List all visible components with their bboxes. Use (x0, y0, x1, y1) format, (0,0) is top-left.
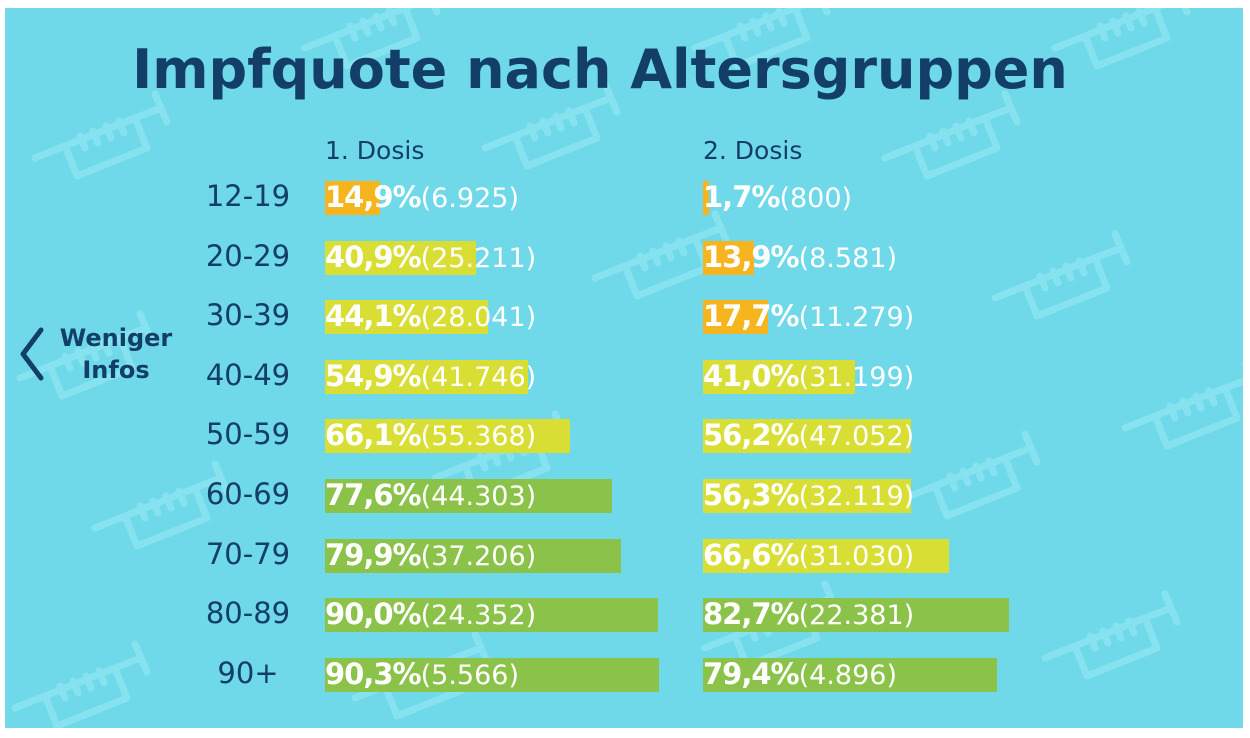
age-group-label: 30-39 (205, 298, 291, 333)
age-group-label: 12-19 (205, 179, 291, 213)
count-label: (28.041) (420, 302, 537, 334)
value-label-dose-1: 14,9%(6.925) (325, 180, 519, 214)
percent-label: 54,9% (325, 358, 422, 393)
value-label-dose-1: 44,1%(28.041) (325, 299, 536, 333)
bar-dose-1 (325, 657, 660, 692)
bar-dose-2 (703, 598, 1009, 633)
count-label: (41.746) (420, 361, 537, 393)
value-label-dose-1: 90,0%(24.352) (325, 597, 536, 631)
percent-label: 77,6% (325, 478, 422, 512)
value-label-dose-1: 77,6%(44.303) (325, 478, 536, 512)
bar-dose-1 (325, 300, 489, 335)
count-label: (5.566) (420, 659, 519, 691)
bar-dose-2 (703, 300, 769, 335)
percent-label: 90,3% (325, 656, 422, 691)
column-header-dose-2: 2. Dosis (703, 136, 803, 165)
percent-label: 79,9% (325, 537, 422, 572)
percent-label: 17,7% (703, 299, 800, 334)
age-group-label: 40-49 (205, 357, 291, 392)
percent-label: 44,1% (325, 299, 422, 334)
chevron-left-icon (20, 327, 44, 381)
less-info-label: Weniger Infos (51, 322, 181, 386)
column-header-dose-1: 1. Dosis (325, 136, 425, 165)
percent-label: 40,9% (325, 239, 422, 274)
age-group-label: 50-59 (205, 417, 291, 452)
count-label: (44.303) (420, 481, 537, 512)
value-label-dose-2: 66,6%(31.030) (703, 538, 914, 572)
bar-dose-1 (325, 419, 570, 454)
bar-dose-2 (703, 419, 911, 454)
value-label-dose-2: 56,2%(47.052) (703, 418, 914, 452)
percent-label: 13,9% (703, 239, 800, 274)
percent-label: 56,3% (703, 478, 800, 512)
less-info-button[interactable]: Weniger Infos (13, 318, 183, 388)
count-label: (47.052) (798, 421, 915, 453)
bar-dose-1 (325, 359, 529, 394)
age-group-label: 90+ (217, 655, 279, 690)
value-label-dose-2: 41,0%(31.199) (703, 359, 914, 393)
percent-label: 90,0% (325, 597, 422, 632)
percent-label: 66,6% (703, 537, 800, 572)
bar-dose-2 (703, 538, 950, 573)
value-label-dose-2: 1,7%(800) (703, 180, 852, 214)
value-label-dose-1: 40,9%(25.211) (325, 240, 536, 274)
value-label-dose-1: 90,3%(5.566) (325, 657, 519, 691)
age-group-label: 60-69 (205, 477, 291, 511)
bar-dose-1 (325, 538, 621, 573)
bar-dose-2 (703, 479, 912, 513)
count-label: (31.030) (798, 540, 915, 572)
count-label: (24.352) (420, 600, 537, 632)
count-label: (4.896) (798, 659, 897, 691)
value-label-dose-2: 79,4%(4.896) (703, 657, 897, 691)
count-label: (37.206) (420, 540, 537, 572)
bar-dose-1 (325, 240, 477, 275)
percent-label: 41,0% (703, 358, 800, 393)
value-label-dose-1: 66,1%(55.368) (325, 418, 536, 452)
chart-title: Impfquote nach Altersgruppen (132, 38, 1068, 101)
age-group-label: 80-89 (205, 596, 291, 631)
percent-label: 79,4% (703, 656, 800, 691)
percent-label: 66,1% (325, 418, 422, 453)
value-label-dose-2: 17,7%(11.279) (703, 299, 914, 333)
count-label: (11.279) (798, 302, 915, 334)
count-label: (32.119) (798, 481, 915, 512)
count-label: (31.199) (798, 361, 915, 393)
age-group-label: 70-79 (205, 536, 291, 571)
count-label: (25.211) (420, 242, 537, 274)
bar-dose-2 (703, 657, 997, 692)
percent-label: 14,9% (325, 180, 422, 214)
count-label: (6.925) (420, 183, 519, 214)
bar-dose-2 (703, 181, 710, 215)
chart-panel: Impfquote nach Altersgruppen 1. Dosis 2.… (5, 8, 1243, 728)
bar-dose-1 (325, 479, 613, 513)
value-label-dose-2: 82,7%(22.381) (703, 597, 914, 631)
less-info-label-line1: Weniger (59, 324, 173, 352)
bar-dose-1 (325, 181, 381, 215)
percent-label: 56,2% (703, 418, 800, 453)
bar-dose-1 (325, 598, 658, 633)
count-label: (8.581) (798, 242, 897, 274)
count-label: (22.381) (798, 600, 915, 632)
age-group-label: 20-29 (205, 238, 291, 273)
value-label-dose-2: 13,9%(8.581) (703, 240, 897, 274)
value-label-dose-1: 54,9%(41.746) (325, 359, 536, 393)
value-label-dose-1: 79,9%(37.206) (325, 538, 536, 572)
less-info-label-line2: Infos (82, 356, 150, 384)
percent-label: 1,7% (703, 180, 780, 214)
count-label: (55.368) (420, 421, 537, 453)
bar-dose-2 (703, 240, 755, 275)
value-label-dose-2: 56,3%(32.119) (703, 478, 914, 512)
count-label: (800) (779, 183, 853, 214)
bar-dose-2 (703, 359, 855, 394)
percent-label: 82,7% (703, 597, 800, 632)
